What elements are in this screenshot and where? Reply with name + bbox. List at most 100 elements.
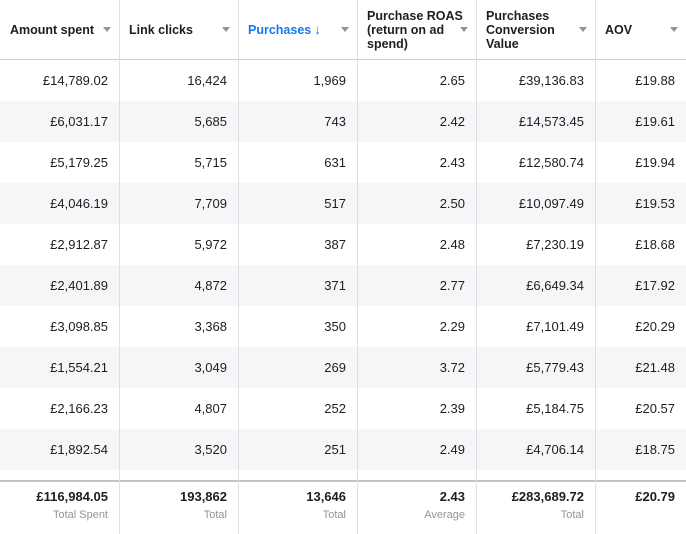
column-header-link-clicks[interactable]: Link clicks [119,0,238,60]
cell-purchase-roas: 2.50 [439,196,465,211]
cell-amount-spent: £14,789.02 [42,73,108,88]
cell-amount-spent: £1,892.54 [50,442,108,457]
cell-aov: £20.29 [635,319,675,334]
column-menu-caret-icon[interactable] [670,27,678,32]
cell-aov: £19.94 [635,155,675,170]
total-label: Average [424,509,465,521]
cell-link-clicks: 3,520 [194,442,227,457]
column-menu-caret-icon[interactable] [341,27,349,32]
table-row: £2,912.87 5,972 387 2.48 £7,230.19 £18.68 [0,224,686,265]
total-purchases-conversion-value: £283,689.72 Total [476,482,595,534]
cell-amount-spent: £3,098.85 [50,319,108,334]
cell-amount-spent: £2,166.23 [50,401,108,416]
column-menu-caret-icon[interactable] [222,27,230,32]
table-row: £4,046.19 7,709 517 2.50 £10,097.49 £19.53 [0,183,686,224]
column-header-label: AOV [605,23,633,37]
cell-purchases: 517 [324,196,346,211]
column-divider [595,0,596,534]
cell-purchases: 631 [324,155,346,170]
cell-link-clicks: 16,424 [187,73,227,88]
column-menu-caret-icon[interactable] [103,27,111,32]
cell-aov: £18.68 [635,237,675,252]
column-divider [476,0,477,534]
table-row: £14,789.02 16,424 1,969 2.65 £39,136.83 £19.8… [0,60,686,101]
cell-link-clicks: 3,721 [119,470,238,480]
total-value: 13,646 [306,489,346,504]
column-header-label: Purchases Conversion Value [486,9,555,51]
cell-purchases-conversion-value: £12,580.74 [518,155,584,170]
table-row: £1,892.54 3,520 251 2.49 £4,706.14 £18.75 [0,429,686,470]
cell-purchases: 371 [324,278,346,293]
total-value: £283,689.72 [511,489,584,504]
cell-link-clicks: 5,972 [194,237,227,252]
total-value: £20.79 [635,489,675,504]
cell-aov: £18.50 [595,470,686,480]
cell-purchases: 1,969 [313,73,346,88]
column-header-label: Amount spent [10,23,95,37]
cell-purchases-conversion-value: £14,573.45 [518,114,584,129]
cell-purchase-roas: 3.67 [357,470,476,480]
cell-purchases-conversion-value: £4,407.63 [476,470,595,480]
cell-aov: £19.61 [635,114,675,129]
total-label: Total Spent [52,509,108,521]
total-link-clicks: 193,862 Total [119,482,238,534]
table-row: £3,098.85 3,368 350 2.29 £7,101.49 £20.29 [0,306,686,347]
cell-purchases: 251 [324,442,346,457]
cell-aov: £17.92 [635,278,675,293]
table-header: Amount spent Link clicks Purchases ↓ Purchas… [0,0,686,60]
cell-amount-spent: £4,046.19 [50,196,108,211]
column-menu-caret-icon[interactable] [460,27,468,32]
sort-descending-icon: ↓ [314,22,321,37]
cell-purchases-conversion-value: £7,101.49 [526,319,584,334]
cell-purchase-roas: 2.48 [439,237,465,252]
cell-aov: £20.57 [635,401,675,416]
cell-purchase-roas: 3.72 [439,360,465,375]
cell-purchase-roas: 2.42 [439,114,465,129]
table-row: £5,179.25 5,715 631 2.43 £12,580.74 £19.94 [0,142,686,183]
cell-purchase-roas: 2.43 [439,155,465,170]
column-divider [357,0,358,534]
cell-amount-spent: £1,554.21 [50,360,108,375]
total-label: Total [203,509,227,521]
cell-amount-spent: £2,912.87 [50,237,108,252]
column-header-purchase-roas[interactable]: Purchase ROAS (return on ad spend) [357,0,476,60]
column-divider [119,0,120,534]
column-header-aov[interactable]: AOV [595,0,686,60]
cell-link-clicks: 7,709 [194,196,227,211]
cell-aov: £19.88 [635,73,675,88]
cell-link-clicks: 3,368 [194,319,227,334]
cell-link-clicks: 3,049 [194,360,227,375]
table-body: £14,789.02 16,424 1,969 2.65 £39,136.83 £19.8… [0,60,686,480]
cell-purchase-roas: 2.49 [439,442,465,457]
cell-aov: £21.48 [635,360,675,375]
cell-link-clicks: 5,685 [194,114,227,129]
cell-purchases: 350 [324,319,346,334]
cell-purchase-roas: 2.29 [439,319,465,334]
cell-purchase-roas: 2.65 [439,73,465,88]
total-amount-spent: £116,984.05 Total Spent [0,482,119,534]
total-aov: £20.79 [595,482,686,534]
total-purchases: 13,646 Total [238,482,357,534]
total-label: Total [322,509,346,521]
cell-purchases: 242 [238,470,357,480]
cell-purchases: 252 [324,401,346,416]
column-header-label: Link clicks [129,23,193,37]
table-row: £2,166.23 4,807 252 2.39 £5,184.75 £20.57 [0,388,686,429]
cell-amount-spent: £6,031.17 [50,114,108,129]
column-header-label: Purchases [248,23,312,37]
table-totals-row: £116,984.05 Total Spent 193,862 Total 13,646… [0,480,686,534]
cell-link-clicks: 4,807 [194,401,227,416]
cell-purchases: 743 [324,114,346,129]
column-menu-caret-icon[interactable] [579,27,587,32]
column-header-purchases-conversion-value[interactable]: Purchases Conversion Value [476,0,595,60]
cell-purchases-conversion-value: £5,779.43 [526,360,584,375]
column-header-amount-spent[interactable]: Amount spent [0,0,119,60]
cell-amount-spent: £2,401.89 [50,278,108,293]
cell-amount-spent: £1,224.01 [0,470,119,480]
total-value: 2.43 [439,489,465,504]
table-row: £2,401.89 4,872 371 2.77 £6,649.34 £17.92 [0,265,686,306]
column-header-purchases[interactable]: Purchases ↓ [238,0,357,60]
cell-link-clicks: 5,715 [194,155,227,170]
cell-purchases-conversion-value: £4,706.14 [526,442,584,457]
